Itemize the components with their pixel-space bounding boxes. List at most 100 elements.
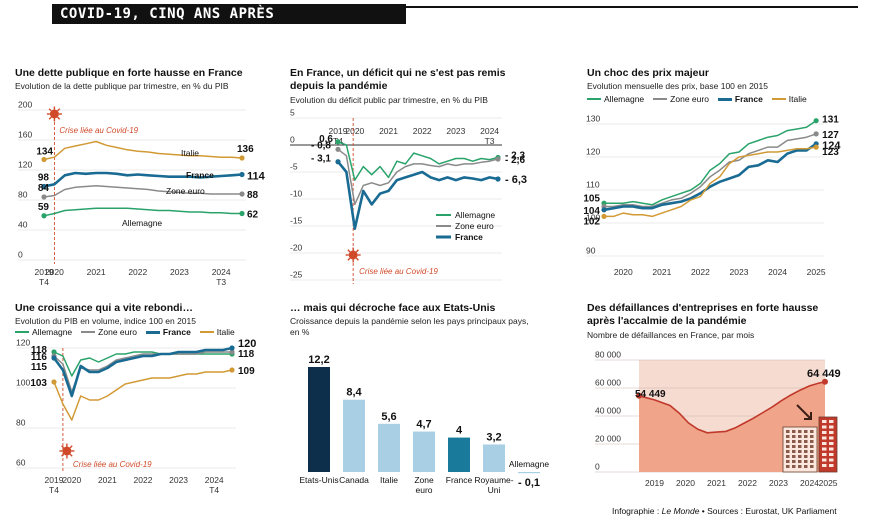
end-label-zone-euro: 118 — [238, 349, 255, 360]
end-label-italie: 136 — [237, 144, 254, 155]
area-start-dot — [636, 392, 642, 399]
y-tick-label: 0 — [595, 462, 600, 472]
legend-france: France — [145, 327, 191, 337]
x-tick-label: 2023 — [730, 267, 749, 277]
series-name-france: France — [186, 170, 214, 180]
series-end-dot-zone-euro — [239, 191, 245, 197]
legend-france: France — [717, 94, 763, 104]
start-label-allemagne: 59 — [38, 202, 50, 213]
y-tick-label: -10 — [290, 189, 303, 199]
y-tick-label: 20 000 — [595, 434, 621, 444]
x-tick-label: 2023 — [446, 126, 465, 136]
bar-value-zoneeuro: 4,7 — [416, 419, 431, 431]
end-label-allemagne: 62 — [247, 210, 259, 221]
x-tick-label: 2024 — [480, 126, 499, 136]
series-start-dot-france — [51, 355, 57, 361]
dette-subtitle: Evolution de la dette publique par trime… — [15, 81, 229, 91]
start-label-france: - 3,1 — [311, 154, 331, 165]
bar-etats-unis — [308, 367, 330, 472]
y-tick-label: 60 000 — [595, 378, 621, 388]
bar-value-etats-unis: 12,2 — [308, 354, 329, 366]
series-end-dot-italie — [813, 144, 819, 150]
start-label-france: 98 — [38, 173, 50, 184]
pib-title: Une croissance qui a vite rebondi… — [15, 302, 193, 314]
y-tick-label: 100 — [16, 378, 30, 388]
defaillances-subtitle: Nombre de défaillances en France, par mo… — [587, 330, 755, 340]
legend-italie: Italie — [771, 94, 807, 104]
x-start-note: T4 — [39, 277, 49, 287]
start-label-italie: 134 — [36, 147, 53, 158]
y-tick-label: 40 000 — [595, 406, 621, 416]
y-tick-label: 0 — [18, 250, 23, 260]
series-name-allemagne: Allemagne — [122, 218, 162, 228]
legend-zone-euro: Zone euro — [653, 94, 709, 104]
series-line-italie — [53, 369, 233, 421]
series-end-dot-allemagne — [239, 210, 245, 217]
x-tick-label: 2019 — [35, 267, 54, 277]
x-tick-label: 2019 — [645, 478, 664, 488]
bar-canada — [343, 399, 365, 472]
x-tick-label: 2023 — [170, 267, 189, 277]
croissance-title: … mais qui décroche face aux Etats-Unis — [290, 302, 496, 314]
area-line — [638, 381, 826, 434]
series-end-dot-france — [229, 345, 235, 351]
series-start-dot-france — [41, 183, 47, 190]
series-start-dot-allemagne — [41, 213, 47, 219]
x-tick-label: 2020 — [345, 126, 364, 136]
end-label-zone-euro: 127 — [822, 130, 839, 141]
source-credit: Infographie : Le Monde • Sources : Euros… — [612, 506, 837, 516]
area-fill — [639, 381, 825, 472]
start-label-zone-euro: 105 — [583, 194, 600, 205]
series-line-zone-euro — [337, 148, 499, 206]
y-tick-label: 80 — [18, 190, 28, 200]
prix-title: Un choc des prix majeur — [587, 67, 709, 79]
bar-allemagne — [518, 472, 540, 474]
series-start-dot-allemagne — [51, 349, 57, 355]
x-tick-label: 2024 — [212, 267, 231, 277]
start-label-zone-euro: 84 — [38, 183, 50, 194]
croissance-subtitle: Croissance depuis la pandémie selon les … — [290, 316, 529, 326]
y-tick-label: 80 — [16, 418, 26, 428]
bar-category-label-france: France — [446, 475, 473, 485]
x-tick-label: 2021 — [652, 267, 671, 277]
x-tick-label: 2023 — [169, 475, 188, 485]
end-label-france: - 6,3 — [505, 174, 527, 186]
y-tick-label: 0 — [290, 135, 295, 145]
x-tick-label: 2021 — [379, 126, 398, 136]
y-tick-label: -25 — [290, 270, 303, 280]
x-tick-label: 2023 — [769, 478, 788, 488]
bar-royaume-uni — [483, 444, 505, 472]
series-line-allemagne — [53, 351, 232, 377]
prix-legend: Allemagne Zone euro France Italie — [587, 94, 807, 104]
series-end-dot-allemagne — [813, 118, 819, 124]
series-end-dot-italie — [229, 367, 235, 373]
series-line-italie — [604, 146, 817, 218]
bar-value-canada: 8,4 — [346, 387, 362, 399]
series-end-dot-france — [239, 171, 245, 178]
x-tick-label: 2021 — [87, 267, 106, 277]
start-label-france: 115 — [31, 362, 48, 373]
y-tick-label: 120 — [18, 160, 32, 170]
x-tick-label: 2025 — [807, 267, 826, 277]
pib-subtitle: Evolution du PIB en volume, indice 100 e… — [15, 316, 196, 326]
y-tick-label: 120 — [16, 338, 30, 348]
area-end-dot — [822, 378, 828, 385]
x-tick-label: 2020 — [62, 475, 81, 485]
area-end-label: 64 449 — [807, 368, 841, 380]
bar-category-label-canada: Canada — [339, 475, 369, 485]
x-tick-label: 2022 — [413, 126, 432, 136]
x-tick-label: 2024 — [205, 475, 224, 485]
bar-value-italie: 5,6 — [381, 411, 396, 423]
prix-chart: 90 100 110 120 130 2020 2021 2022 2023 2024 2025 13… — [583, 114, 841, 278]
series-line-zone-euro — [604, 133, 817, 208]
pib-legend: Allemagne Zone euro France Italie — [15, 327, 235, 337]
x-tick-label: 2024 — [768, 267, 787, 277]
start-label-allemagne: 118 — [31, 345, 48, 356]
series-name-italie: Italie — [181, 148, 199, 158]
legend-label-france: France — [455, 232, 483, 242]
series-name-zone-euro: Zone euro — [166, 186, 205, 196]
deficit-subtitle: Evolution du déficit public par trimestr… — [290, 95, 488, 105]
x-tick-label: 2022 — [134, 475, 153, 485]
x-tick-label: 2019 — [329, 126, 348, 136]
